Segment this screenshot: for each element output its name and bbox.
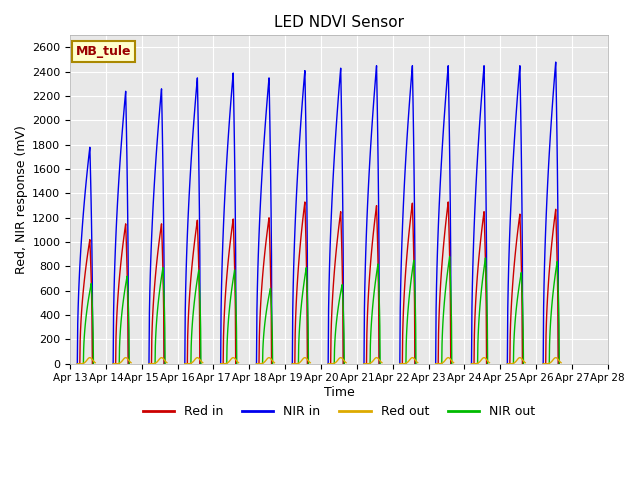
Y-axis label: Red, NIR response (mV): Red, NIR response (mV) (15, 125, 28, 274)
X-axis label: Time: Time (324, 386, 355, 399)
Title: LED NDVI Sensor: LED NDVI Sensor (274, 15, 404, 30)
Legend: Red in, NIR in, Red out, NIR out: Red in, NIR in, Red out, NIR out (138, 400, 540, 423)
Text: MB_tule: MB_tule (76, 45, 131, 58)
